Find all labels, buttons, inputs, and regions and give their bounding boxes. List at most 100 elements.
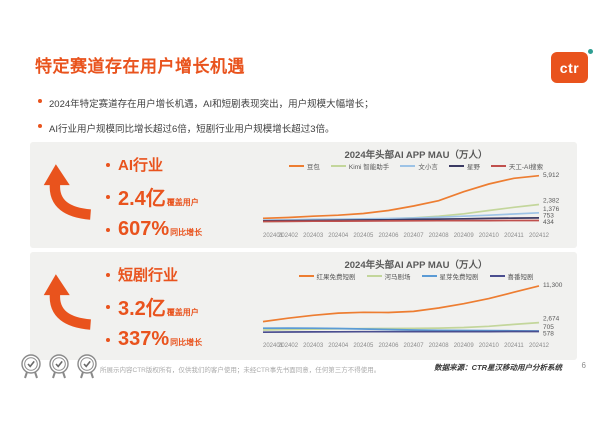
x-axis-tick-label: 202412 bbox=[529, 343, 550, 349]
x-axis-tick-label: 202404 bbox=[328, 343, 349, 349]
yoy-growth-value: 607% bbox=[118, 218, 170, 240]
ai-industry-card: AI行业 2.4亿 覆盖用户 607% 同比增长 2024年头部AI APP M… bbox=[30, 142, 577, 248]
growth-arrow-icon bbox=[42, 164, 94, 220]
x-axis-tick-label: 202405 bbox=[353, 233, 374, 239]
x-axis-tick-label: 202401 bbox=[263, 343, 284, 349]
short-drama-mau-chart: 2024年头部AI APP MAU（万人） 红果免费短剧 河马剧场 星芽免费短剧 喜番短… bbox=[257, 257, 575, 357]
series-end-value: 434 bbox=[543, 219, 554, 226]
ai-industry-stats: AI行业 2.4亿 覆盖用户 607% 同比增长 bbox=[106, 154, 202, 241]
x-axis-tick-label: 202405 bbox=[353, 343, 374, 349]
series-end-value: 705 bbox=[543, 324, 554, 331]
chart-line bbox=[262, 327, 540, 332]
copyright-disclaimer: 所展示内容CTR版权所有，仅供我们的客户使用；未经CTR事先书面同意，任何第三方… bbox=[100, 367, 381, 374]
x-axis-tick-label: 202411 bbox=[504, 343, 524, 349]
x-axis-tick-label: 202401 bbox=[263, 233, 284, 239]
covered-users-value: 3.2亿 bbox=[118, 298, 166, 320]
legend-label: 河马剧场 bbox=[384, 273, 411, 281]
legend-swatch-icon bbox=[490, 164, 506, 167]
legend-label: 喜番短剧 bbox=[507, 273, 534, 281]
short-drama-card: 短剧行业 3.2亿 覆盖用户 337% 同比增长 2024年头部AI APP M… bbox=[30, 252, 577, 360]
chart-title: 2024年头部AI APP MAU（万人） bbox=[344, 260, 488, 271]
chart-line bbox=[262, 219, 539, 223]
covered-users-label: 覆盖用户 bbox=[166, 308, 199, 317]
stat-dot-icon bbox=[106, 304, 110, 309]
chart-legend: 豆包 Kimi 智能助手 文小言 星野 天工-AI搜索 bbox=[257, 160, 575, 171]
bullet-dot-icon bbox=[38, 99, 42, 103]
stat-dot-icon bbox=[106, 272, 110, 277]
legend-label: 豆包 bbox=[306, 163, 320, 171]
bullet-dot-icon bbox=[38, 124, 42, 128]
summary-bullets: 2024年特定赛道存在用户增长机遇，AI和短剧表现突出，用户规模大幅增长； AI… bbox=[38, 96, 374, 146]
legend-swatch-icon bbox=[330, 164, 346, 167]
legend-label: 天工-AI搜索 bbox=[508, 163, 544, 171]
certification-badges bbox=[20, 354, 98, 380]
ai-mau-chart: 2024年头部AI APP MAU（万人） 豆包 Kimi 智能助手 文小言 星野 天工-… bbox=[257, 147, 575, 247]
logo-dot-icon bbox=[588, 49, 593, 54]
x-axis-tick-label: 202406 bbox=[378, 233, 399, 239]
bullet-item: 2024年特定赛道存在用户增长机遇，AI和短剧表现突出，用户规模大幅增长； bbox=[38, 96, 374, 110]
legend-item: 豆包 bbox=[288, 161, 320, 171]
legend-label: 星野 bbox=[466, 163, 480, 171]
chart-line bbox=[262, 174, 540, 220]
legend-item: 喜番短剧 bbox=[489, 271, 534, 281]
certification-badge-icon bbox=[49, 354, 69, 379]
legend-swatch-icon bbox=[366, 274, 382, 277]
legend-item: Kimi 智能助手 bbox=[330, 161, 390, 171]
yoy-growth-label: 同比增长 bbox=[170, 338, 203, 347]
legend-swatch-icon bbox=[288, 164, 304, 167]
x-axis-tick-label: 202412 bbox=[529, 233, 550, 239]
x-axis-tick-label: 202402 bbox=[278, 343, 299, 349]
legend-item: 星芽免费短剧 bbox=[421, 271, 479, 281]
x-axis-tick-label: 202410 bbox=[479, 233, 500, 239]
chart-line bbox=[262, 285, 540, 323]
bullet-text: AI行业用户规模同比增长超过6倍，短剧行业用户规模增长超过3倍。 bbox=[49, 124, 335, 135]
x-axis-tick-label: 202403 bbox=[303, 233, 324, 239]
certification-badge-icon bbox=[77, 354, 97, 379]
certification-badge-icon bbox=[21, 354, 41, 379]
x-axis-tick-label: 202407 bbox=[404, 343, 425, 349]
legend-item: 红果免费短剧 bbox=[298, 271, 356, 281]
legend-swatch-icon bbox=[421, 274, 437, 277]
legend-item: 天工-AI搜索 bbox=[490, 161, 544, 171]
chart-line bbox=[262, 330, 539, 334]
bullet-item: AI行业用户规模同比增长超过6倍，短剧行业用户规模增长超过3倍。 bbox=[38, 121, 374, 135]
industry-name: 短剧行业 bbox=[118, 267, 179, 284]
chart-legend: 红果免费短剧 河马剧场 星芽免费短剧 喜番短剧 bbox=[257, 270, 575, 281]
x-axis-tick-label: 202411 bbox=[504, 233, 524, 239]
covered-users-value: 2.4亿 bbox=[118, 188, 166, 210]
legend-label: Kimi 智能助手 bbox=[348, 163, 390, 171]
ctr-logo: ctr bbox=[551, 49, 593, 83]
series-end-value: 578 bbox=[543, 331, 554, 338]
stat-dot-icon bbox=[106, 194, 110, 199]
x-axis-tick-label: 202403 bbox=[303, 343, 324, 349]
growth-arrow-icon bbox=[42, 274, 94, 330]
series-end-value: 11,300 bbox=[543, 282, 563, 289]
legend-label: 红果免费短剧 bbox=[316, 273, 356, 281]
series-end-value: 2,674 bbox=[543, 316, 560, 323]
x-axis-tick-label: 202409 bbox=[454, 233, 475, 239]
chart-line bbox=[262, 321, 540, 331]
yoy-growth-label: 同比增长 bbox=[170, 228, 203, 237]
yoy-growth-value: 337% bbox=[118, 328, 170, 350]
legend-item: 河马剧场 bbox=[366, 271, 411, 281]
industry-name: AI行业 bbox=[118, 157, 164, 174]
legend-label: 星芽免费短剧 bbox=[439, 273, 479, 281]
chart-title: 2024年头部AI APP MAU（万人） bbox=[344, 150, 488, 161]
legend-swatch-icon bbox=[400, 164, 416, 167]
ctr-logo-text: ctr bbox=[559, 59, 580, 76]
series-end-value: 753 bbox=[543, 212, 554, 219]
x-axis-tick-label: 202408 bbox=[429, 233, 450, 239]
series-end-value: 5,912 bbox=[543, 172, 560, 179]
short-drama-stats: 短剧行业 3.2亿 覆盖用户 337% 同比增长 bbox=[106, 264, 202, 351]
x-axis-tick-label: 202406 bbox=[378, 343, 399, 349]
legend-label: 文小言 bbox=[418, 163, 438, 171]
stat-dot-icon bbox=[106, 162, 110, 167]
legend-item: 文小言 bbox=[400, 161, 438, 171]
series-end-value: 2,382 bbox=[543, 198, 560, 205]
data-source: 数据来源：CTR星汉移动用户分析系统 bbox=[434, 363, 562, 372]
series-end-value: 1,376 bbox=[543, 206, 560, 213]
legend-swatch-icon bbox=[489, 274, 505, 277]
page-title: 特定赛道存在用户增长机遇 bbox=[35, 57, 245, 76]
